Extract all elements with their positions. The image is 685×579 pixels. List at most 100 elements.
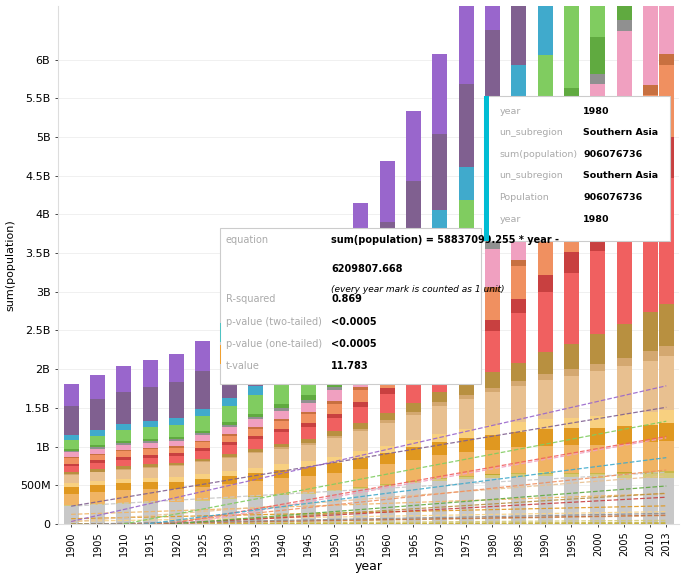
Bar xyxy=(379,453,395,464)
Bar xyxy=(169,425,184,437)
Bar xyxy=(432,479,447,481)
Bar xyxy=(327,401,342,404)
Bar xyxy=(142,360,158,387)
Bar xyxy=(590,335,605,364)
Bar xyxy=(564,477,579,524)
Bar xyxy=(485,30,500,119)
Bar xyxy=(538,0,553,4)
Bar xyxy=(643,351,658,361)
Bar xyxy=(301,445,316,461)
Bar xyxy=(538,4,553,54)
Text: year: year xyxy=(499,107,521,116)
Bar xyxy=(142,503,158,524)
Bar xyxy=(327,463,342,472)
Bar xyxy=(327,457,342,463)
Bar xyxy=(590,166,605,174)
Bar xyxy=(327,340,342,354)
Bar xyxy=(64,487,79,493)
Bar xyxy=(459,382,473,394)
Bar xyxy=(406,353,421,357)
Bar xyxy=(116,443,132,445)
Bar xyxy=(432,364,447,392)
Bar xyxy=(301,423,316,427)
Bar xyxy=(616,31,632,128)
Bar xyxy=(222,357,236,398)
Bar xyxy=(90,463,105,470)
Bar xyxy=(195,459,210,461)
Bar xyxy=(301,477,316,493)
Bar xyxy=(142,489,158,502)
Bar xyxy=(590,84,605,166)
Bar xyxy=(459,256,473,274)
Bar xyxy=(353,314,369,331)
Bar xyxy=(485,248,500,287)
Bar xyxy=(512,432,526,448)
Bar xyxy=(512,206,526,213)
Bar xyxy=(275,448,289,449)
Bar xyxy=(379,423,395,446)
Bar xyxy=(459,0,473,84)
Bar xyxy=(406,332,421,353)
Bar xyxy=(195,463,210,474)
Bar xyxy=(327,404,342,413)
Bar xyxy=(616,358,632,367)
Bar xyxy=(301,412,316,415)
Bar xyxy=(353,331,369,362)
Bar xyxy=(512,380,526,386)
Bar xyxy=(485,331,500,372)
Text: Southern Asia: Southern Asia xyxy=(583,171,658,181)
Bar xyxy=(142,442,158,448)
Bar xyxy=(64,475,79,483)
Bar xyxy=(169,489,184,501)
Bar xyxy=(195,479,210,487)
Bar xyxy=(590,0,605,37)
Bar xyxy=(327,418,342,431)
Bar xyxy=(64,457,79,459)
Bar xyxy=(116,470,132,479)
Bar xyxy=(406,380,421,403)
Bar xyxy=(222,422,236,425)
Bar xyxy=(459,476,473,477)
Bar xyxy=(64,406,79,435)
Bar xyxy=(432,456,447,478)
Bar xyxy=(142,448,158,449)
Bar xyxy=(275,327,289,373)
Bar xyxy=(169,456,184,463)
Bar xyxy=(275,411,289,419)
Bar xyxy=(379,305,395,341)
Bar xyxy=(590,428,605,445)
Bar xyxy=(248,436,263,439)
Bar xyxy=(195,451,210,459)
Bar xyxy=(301,403,316,412)
Bar xyxy=(485,449,500,474)
Bar xyxy=(353,362,369,370)
Bar xyxy=(564,199,579,206)
Bar xyxy=(116,469,132,470)
Bar xyxy=(459,452,473,476)
Text: R-squared: R-squared xyxy=(226,294,275,303)
Bar xyxy=(327,438,342,457)
Bar xyxy=(616,0,632,20)
Text: 6209807.668: 6209807.668 xyxy=(332,263,403,274)
Bar xyxy=(353,423,369,429)
Bar xyxy=(301,269,316,312)
Bar xyxy=(90,492,105,504)
Bar xyxy=(248,427,263,428)
Bar xyxy=(142,441,158,442)
Bar xyxy=(459,479,473,524)
Bar xyxy=(116,441,132,443)
Bar xyxy=(538,236,553,275)
Bar xyxy=(538,472,553,474)
Bar xyxy=(643,198,658,312)
Bar xyxy=(90,455,105,460)
Bar xyxy=(643,312,658,351)
Bar xyxy=(169,467,184,477)
Bar xyxy=(142,439,158,441)
Text: p-value (two-tailed): p-value (two-tailed) xyxy=(226,317,322,327)
Bar xyxy=(90,376,105,400)
Bar xyxy=(512,477,526,524)
Bar xyxy=(459,339,473,348)
Bar xyxy=(512,422,526,432)
Bar xyxy=(406,317,421,328)
Bar xyxy=(327,472,342,490)
